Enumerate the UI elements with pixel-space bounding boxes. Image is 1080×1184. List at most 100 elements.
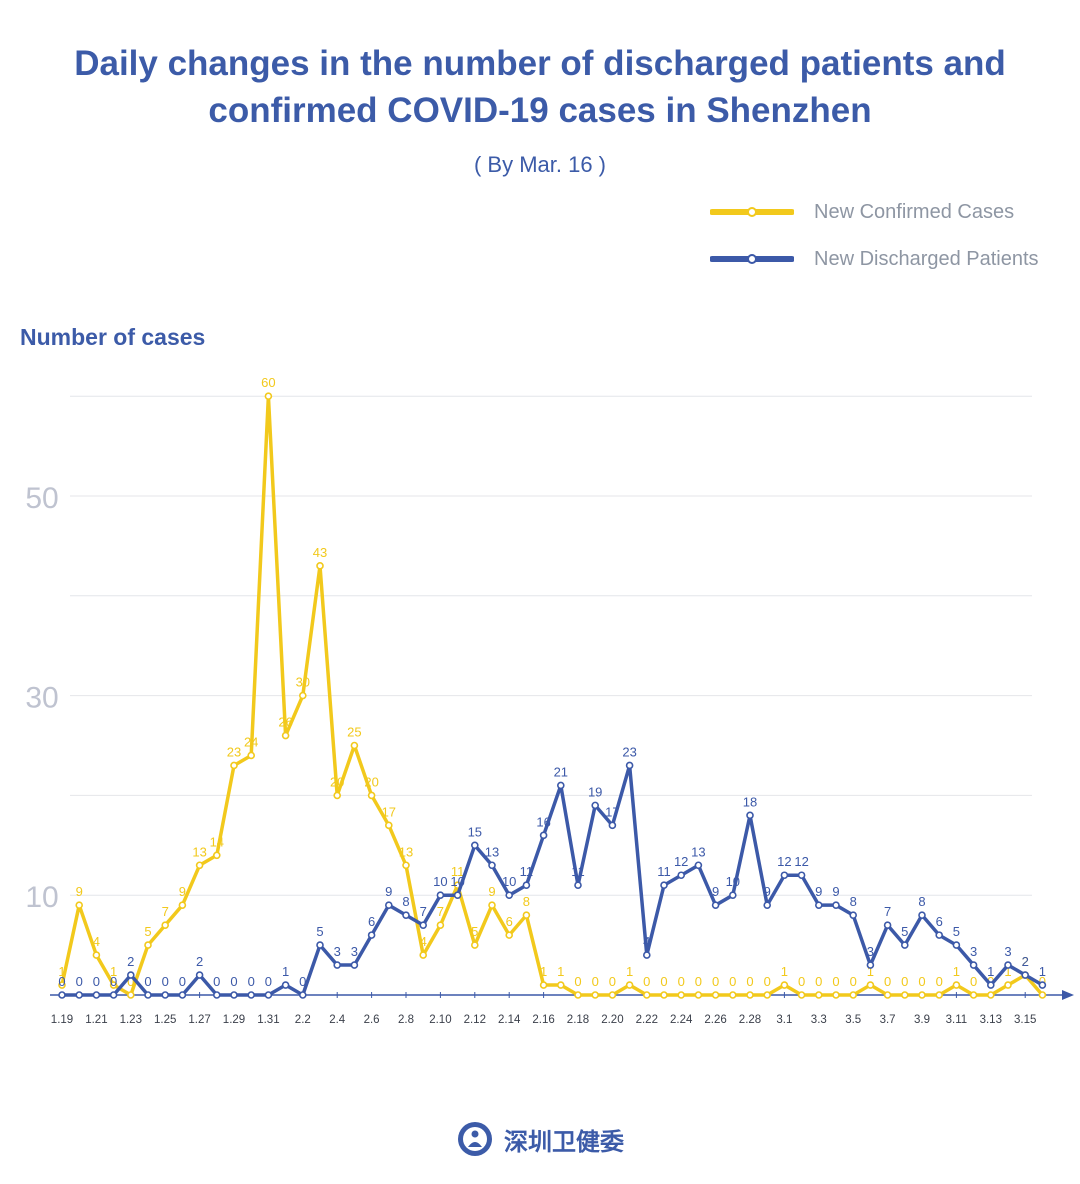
- data-label: 9: [179, 884, 186, 899]
- data-label: 0: [76, 974, 83, 989]
- data-label: 6: [368, 914, 375, 929]
- data-label: 1: [867, 964, 874, 979]
- data-point: [470, 941, 479, 949]
- data-label: 18: [743, 794, 757, 809]
- data-point: [402, 861, 410, 870]
- data-label: 0: [230, 974, 237, 989]
- legend-item-confirmed: New Confirmed Cases: [710, 200, 1014, 224]
- data-label: 4: [643, 934, 650, 949]
- data-point: [298, 691, 307, 700]
- data-label: 9: [832, 884, 839, 899]
- data-label: 1: [110, 964, 117, 979]
- x-tick-label: 2.12: [464, 1014, 486, 1026]
- x-tick-label: 3.1: [776, 1014, 792, 1026]
- x-tick-label: 1.21: [85, 1014, 107, 1026]
- data-point: [1021, 971, 1029, 979]
- data-label: 5: [471, 924, 478, 939]
- data-label: 0: [832, 974, 839, 989]
- data-label: 6: [506, 914, 513, 929]
- data-label: 19: [588, 784, 602, 799]
- data-label: 0: [798, 974, 805, 989]
- data-point: [161, 921, 169, 929]
- x-tick-label: 2.6: [364, 1014, 380, 1026]
- data-label: 0: [901, 974, 908, 989]
- x-tick-label: 3.11: [946, 1014, 968, 1026]
- data-label: 0: [678, 974, 685, 989]
- data-point: [642, 991, 651, 999]
- data-label: 0: [265, 974, 272, 989]
- data-point: [144, 941, 152, 949]
- data-label: 30: [296, 675, 310, 690]
- data-label: 5: [144, 924, 151, 939]
- data-point: [591, 801, 600, 810]
- data-point: [883, 921, 892, 929]
- data-point: [436, 891, 445, 900]
- data-point: [969, 991, 978, 999]
- data-label: 11: [657, 864, 671, 879]
- data-label: 1: [557, 964, 564, 979]
- data-point: [230, 761, 238, 770]
- data-label: 25: [347, 725, 361, 740]
- data-label: 2: [196, 954, 203, 969]
- data-label: 9: [815, 884, 822, 899]
- data-point: [333, 961, 342, 969]
- data-label: 0: [162, 974, 169, 989]
- data-point: [574, 991, 582, 999]
- series-confirmed: 1941057913142324602630432025201713471159…: [58, 375, 1047, 999]
- data-point: [75, 901, 83, 909]
- data-point: [900, 941, 909, 949]
- data-point: [1004, 981, 1012, 989]
- data-label: 11: [520, 864, 534, 879]
- x-tick-label: 1.25: [154, 1014, 176, 1026]
- data-point: [711, 901, 720, 909]
- data-point: [866, 981, 875, 989]
- data-label: 1: [282, 964, 289, 979]
- data-point: [402, 911, 410, 919]
- data-point: [127, 991, 135, 999]
- data-label: 0: [918, 974, 925, 989]
- data-point: [608, 991, 617, 999]
- data-point: [849, 911, 858, 919]
- data-label: 2: [1022, 954, 1029, 969]
- data-point: [832, 901, 840, 909]
- data-label: 0: [746, 974, 753, 989]
- data-label: 13: [192, 844, 206, 859]
- data-label: 1: [781, 964, 788, 979]
- data-point: [574, 881, 582, 890]
- data-label: 0: [936, 974, 943, 989]
- data-label: 9: [764, 884, 771, 899]
- footer-text: 深圳卫健委: [504, 1128, 624, 1156]
- data-label: 24: [244, 734, 258, 749]
- data-point: [127, 971, 135, 979]
- legend-item-discharged: New Discharged Patients: [710, 247, 1039, 271]
- data-point: [986, 981, 995, 989]
- x-tick-label: 2.26: [704, 1014, 726, 1026]
- data-point: [161, 991, 169, 999]
- data-label: 60: [261, 375, 275, 390]
- data-label: 8: [402, 894, 409, 909]
- data-point: [367, 791, 376, 800]
- data-label: 0: [213, 974, 220, 989]
- data-point: [144, 991, 152, 999]
- data-point: [247, 751, 255, 760]
- data-label: 0: [695, 974, 702, 989]
- data-point: [746, 811, 754, 820]
- data-point: [92, 991, 101, 999]
- data-point: [213, 851, 221, 860]
- data-label: 17: [605, 804, 619, 819]
- data-label: 8: [918, 894, 925, 909]
- data-point: [281, 731, 290, 740]
- data-point: [763, 901, 772, 909]
- data-label: 9: [385, 884, 392, 899]
- data-point: [264, 392, 273, 401]
- data-label: 3: [970, 944, 977, 959]
- legend-swatch-discharged: [710, 254, 794, 264]
- data-point: [230, 991, 238, 999]
- data-point: [711, 991, 720, 999]
- x-tick-label: 2.20: [601, 1014, 623, 1026]
- data-point: [75, 991, 83, 999]
- x-tick-label: 1.29: [223, 1014, 245, 1026]
- data-label: 15: [468, 824, 482, 839]
- data-point: [247, 991, 255, 999]
